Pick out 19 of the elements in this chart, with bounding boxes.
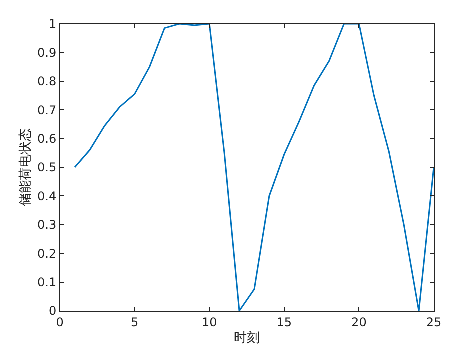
y-tick-label: 0.9 [38, 46, 57, 60]
y-tick-label: 0.6 [38, 132, 57, 146]
y-tick-label: 0.7 [38, 103, 57, 118]
x-tick-label: 10 [202, 315, 218, 330]
y-tick-label: 0 [48, 304, 57, 318]
x-axis-title: 时刻 [234, 331, 260, 346]
y-tick-label: 1 [48, 17, 57, 32]
y-tick-label: 0.5 [38, 160, 57, 175]
y-axis-title: 储能荷电状态 [18, 128, 34, 206]
y-tick-label: 0.4 [38, 189, 57, 204]
x-tick-label: 20 [352, 315, 367, 330]
y-tick-label: 0.3 [38, 218, 57, 232]
y-tick-label: 0.1 [38, 276, 57, 290]
line-series [74, 24, 434, 311]
x-tick-label: 15 [276, 315, 292, 330]
x-tick-label: 5 [130, 315, 139, 330]
y-tick-label: 0.2 [38, 246, 57, 261]
y-tick-label: 0.8 [38, 74, 57, 89]
x-tick-label: 25 [426, 315, 442, 330]
